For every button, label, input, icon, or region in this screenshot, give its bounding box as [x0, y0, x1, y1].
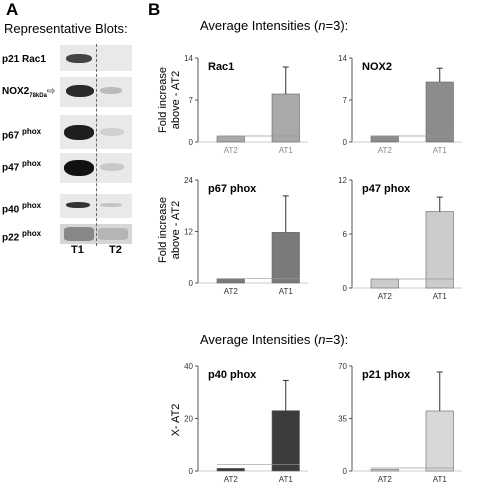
y-tick-label: 14	[338, 54, 347, 63]
lane-label-t2: T2	[109, 244, 122, 256]
panel-b-letter: B	[148, 0, 161, 19]
x-tick-label: AT2	[378, 475, 393, 482]
chart-p67: 0 12 24 p67 phox AT2 AT1	[184, 176, 308, 296]
y-tick-label: 0	[343, 138, 348, 147]
chart-title: p47 phox	[362, 183, 411, 195]
chart-p47: 0 6 12 p47 phox AT2 AT1	[338, 176, 462, 300]
bar-at2	[216, 468, 245, 472]
chart-p21: 0 35 70 p21 phox AT2 AT1	[338, 362, 462, 482]
blot-label-p67: p67 phox	[2, 127, 42, 142]
y-tick-label: 6	[343, 230, 348, 239]
panel-a-letter: A	[6, 0, 19, 19]
ylabel-row1-line1: Fold increase	[157, 67, 169, 133]
x-tick-label: AT2	[224, 287, 239, 296]
bar-at2	[370, 135, 399, 143]
blot-label-p47: p47 phox	[2, 159, 42, 174]
x-tick-label: AT1	[279, 287, 294, 296]
y-tick-label: 7	[189, 96, 194, 105]
chart-title: p67 phox	[208, 183, 257, 195]
x-tick-label: AT1	[433, 475, 448, 482]
bar-at1	[425, 410, 454, 472]
x-tick-label: AT1	[279, 475, 294, 482]
y-tick-label: 12	[184, 228, 193, 237]
bar-at2	[370, 278, 399, 289]
y-tick-label: 0	[189, 279, 194, 288]
x-tick-label: AT1	[433, 146, 448, 155]
x-tick-label: AT1	[433, 292, 448, 300]
panel-b-title: Average Intensities (n=3):	[200, 18, 349, 33]
y-tick-label: 0	[343, 467, 348, 476]
y-tick-label: 40	[184, 362, 193, 371]
y-tick-label: 14	[184, 54, 193, 63]
panel-c-title: Average Intensities (n=3):	[200, 332, 349, 347]
bar-at2	[216, 135, 245, 143]
bar-at2	[370, 469, 399, 472]
y-tick-label: 20	[184, 415, 193, 424]
bar-at1	[271, 93, 300, 143]
panel-a-title: Representative Blots:	[4, 21, 128, 36]
chart-p40: 0 20 40 p40 phox AT2 AT1	[184, 362, 308, 482]
lane-divider	[96, 44, 97, 246]
blot-image-p22	[60, 224, 132, 244]
bar-at1	[425, 211, 454, 289]
chart-title: Rac1	[208, 61, 234, 73]
bar-at1	[271, 410, 300, 472]
y-tick-label: 35	[338, 415, 347, 424]
y-tick-label: 70	[338, 362, 347, 371]
blot-label-p40: p40 phox	[2, 201, 42, 216]
x-tick-label: AT2	[224, 475, 239, 482]
blot-label-nox2: NOX278kDa⇨	[2, 86, 56, 99]
x-tick-label: AT2	[378, 292, 393, 300]
y-tick-label: 0	[189, 467, 194, 476]
chart-title: p21 phox	[362, 369, 411, 381]
y-tick-label: 0	[189, 138, 194, 147]
chart-nox2: 0 7 14 NOX2 AT2 AT1	[338, 54, 462, 155]
x-tick-label: AT2	[378, 146, 393, 155]
lane-label-t1: T1	[71, 244, 84, 256]
y-tick-label: 24	[184, 176, 193, 185]
bar-at1	[271, 232, 300, 284]
blot-label-rac1: p21 Rac1	[2, 54, 46, 65]
y-tick-label: 0	[343, 284, 348, 293]
blot-label-p22: p22 phox	[2, 229, 42, 244]
bar-at2	[216, 278, 245, 284]
chart-title: NOX2	[362, 61, 392, 73]
chart-title: p40 phox	[208, 369, 257, 381]
x-tick-label: AT2	[224, 146, 239, 155]
ylabel-row2-line1: Fold increase	[157, 197, 169, 263]
y-tick-label: 7	[343, 96, 348, 105]
x-tick-label: AT1	[279, 146, 294, 155]
chart-rac1: 0 7 14 Rac1 AT2 AT1	[184, 54, 308, 155]
y-tick-label: 12	[338, 176, 347, 185]
bar-at1	[425, 81, 454, 143]
